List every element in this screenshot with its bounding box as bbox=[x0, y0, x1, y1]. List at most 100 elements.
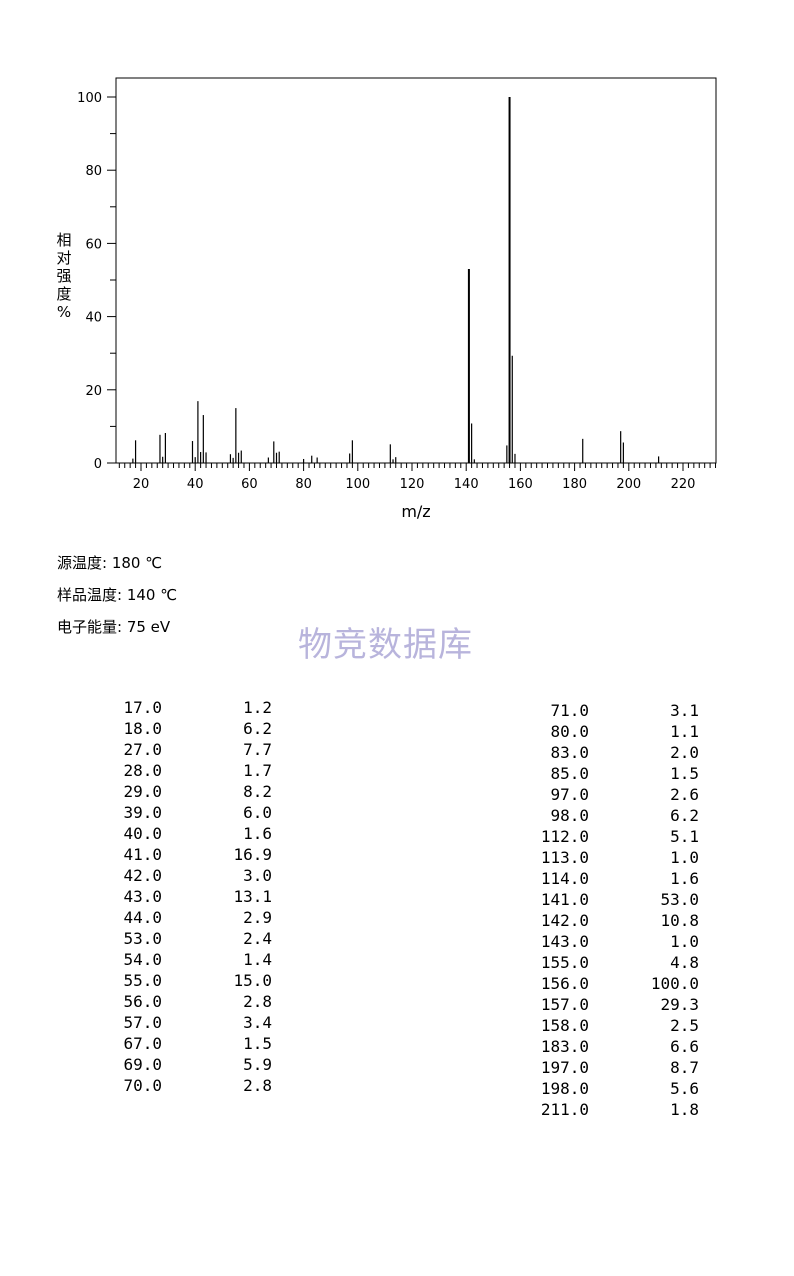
peak-mz-value: 70.0 bbox=[123, 1076, 162, 1095]
peak-table-row: 55.0 15.0 bbox=[100, 970, 272, 991]
peak-mz-value: 83.0 bbox=[550, 743, 589, 762]
peak-intensity-value: 1.0 bbox=[670, 932, 699, 951]
peak-table-row: 17.0 1.2 bbox=[100, 697, 272, 718]
peak-table-row: 157.0 29.3 bbox=[520, 994, 699, 1015]
peak-table-row: 53.0 2.4 bbox=[100, 928, 272, 949]
y-tick-label: 100 bbox=[77, 91, 102, 106]
peak-intensity-value: 3.1 bbox=[670, 701, 699, 720]
peak-intensity-value: 1.5 bbox=[243, 1034, 272, 1053]
peak-intensity-value: 6.0 bbox=[243, 803, 272, 822]
peak-mz-value: 85.0 bbox=[550, 764, 589, 783]
x-axis: 20 40 60 80 100 120 140 160 180 200 220 bbox=[118, 463, 717, 492]
peak-intensity-value: 2.5 bbox=[670, 1016, 699, 1035]
x-tick-label: 160 bbox=[508, 477, 533, 492]
peak-table-row: 28.0 1.7 bbox=[100, 760, 272, 781]
peak-mz-value: 113.0 bbox=[540, 848, 589, 867]
x-tick-label: 140 bbox=[454, 477, 479, 492]
peak-intensity-value: 13.1 bbox=[233, 887, 272, 906]
y-tick-label: 60 bbox=[85, 237, 102, 252]
peak-table-row: 56.0 2.8 bbox=[100, 991, 272, 1012]
peak-table-row: 198.0 5.6 bbox=[520, 1078, 699, 1099]
x-tick-label: 180 bbox=[562, 477, 587, 492]
peak-mz-value: 142.0 bbox=[540, 911, 589, 930]
x-axis-label: m/z bbox=[401, 502, 430, 521]
peak-intensity-value: 1.5 bbox=[670, 764, 699, 783]
peak-mz-value: 211.0 bbox=[540, 1100, 589, 1119]
peak-mz-value: 71.0 bbox=[550, 701, 589, 720]
peak-table-row: 114.0 1.6 bbox=[520, 868, 699, 889]
peak-intensity-value: 8.2 bbox=[243, 782, 272, 801]
peak-mz-value: 155.0 bbox=[540, 953, 589, 972]
peak-table-row: 155.0 4.8 bbox=[520, 952, 699, 973]
peak-table-row: 69.0 5.9 bbox=[100, 1054, 272, 1075]
x-tick-label: 200 bbox=[616, 477, 641, 492]
peak-intensity-value: 1.1 bbox=[670, 722, 699, 741]
peak-table-row: 142.0 10.8 bbox=[520, 910, 699, 931]
peak-intensity-value: 5.6 bbox=[670, 1079, 699, 1098]
peak-intensity-value: 5.9 bbox=[243, 1055, 272, 1074]
peak-intensity-value: 1.8 bbox=[670, 1100, 699, 1119]
y-axis-label: 相对强度% bbox=[56, 231, 71, 321]
peak-table-row: 83.0 2.0 bbox=[520, 742, 699, 763]
peak-mz-value: 29.0 bbox=[123, 782, 162, 801]
y-tick-label: 0 bbox=[94, 457, 102, 472]
source-temperature: 源温度: 180 ℃ bbox=[57, 554, 163, 572]
peak-intensity-value: 5.1 bbox=[670, 827, 699, 846]
x-tick-label: 40 bbox=[187, 477, 204, 492]
peak-mz-value: 156.0 bbox=[540, 974, 589, 993]
plot-frame bbox=[115, 77, 717, 464]
peak-table-row: 29.0 8.2 bbox=[100, 781, 272, 802]
peak-mz-value: 197.0 bbox=[540, 1058, 589, 1077]
peak-intensity-value: 6.2 bbox=[670, 806, 699, 825]
peak-mz-value: 98.0 bbox=[550, 806, 589, 825]
peak-mz-value: 198.0 bbox=[540, 1079, 589, 1098]
peak-mz-value: 57.0 bbox=[123, 1013, 162, 1032]
peak-intensity-value: 10.8 bbox=[660, 911, 699, 930]
peak-intensity-value: 1.4 bbox=[243, 950, 272, 969]
peak-table-row: 67.0 1.5 bbox=[100, 1033, 272, 1054]
peak-table-row: 70.0 2.8 bbox=[100, 1075, 272, 1096]
peak-table-row: 42.0 3.0 bbox=[100, 865, 272, 886]
peak-mz-value: 39.0 bbox=[123, 803, 162, 822]
peak-intensity-value: 16.9 bbox=[233, 845, 272, 864]
x-tick-label: 100 bbox=[345, 477, 370, 492]
peak-mz-value: 80.0 bbox=[550, 722, 589, 741]
peak-table-row: 183.0 6.6 bbox=[520, 1036, 699, 1057]
peak-table-row: 41.0 16.9 bbox=[100, 844, 272, 865]
peak-table-row: 39.0 6.0 bbox=[100, 802, 272, 823]
peak-intensity-value: 15.0 bbox=[233, 971, 272, 990]
peak-table-left: 17.0 1.2 18.0 6.2 27.0 7.7 28.0 1.7 29.0 8.2 39.0 6… bbox=[100, 697, 272, 1096]
peak-table-row: 27.0 7.7 bbox=[100, 739, 272, 760]
peak-intensity-value: 53.0 bbox=[660, 890, 699, 909]
peak-table-row: 113.0 1.0 bbox=[520, 847, 699, 868]
peak-intensity-value: 2.8 bbox=[243, 1076, 272, 1095]
electron-energy: 电子能量: 75 eV bbox=[57, 618, 171, 636]
peak-intensity-value: 1.0 bbox=[670, 848, 699, 867]
peak-table-row: 98.0 6.2 bbox=[520, 805, 699, 826]
peak-intensity-value: 2.6 bbox=[670, 785, 699, 804]
peak-mz-value: 97.0 bbox=[550, 785, 589, 804]
x-tick-label: 20 bbox=[133, 477, 150, 492]
x-tick-label: 120 bbox=[400, 477, 425, 492]
peak-table-row: 40.0 1.6 bbox=[100, 823, 272, 844]
y-tick-label: 40 bbox=[85, 311, 102, 326]
peak-intensity-value: 3.0 bbox=[243, 866, 272, 885]
peak-mz-value: 54.0 bbox=[123, 950, 162, 969]
peak-intensity-value: 2.8 bbox=[243, 992, 272, 1011]
peak-table-row: 18.0 6.2 bbox=[100, 718, 272, 739]
peak-mz-value: 55.0 bbox=[123, 971, 162, 990]
peak-intensity-value: 1.7 bbox=[243, 761, 272, 780]
spectrum-bars bbox=[132, 97, 660, 463]
peak-table-row: 143.0 1.0 bbox=[520, 931, 699, 952]
peak-table-row: 43.0 13.1 bbox=[100, 886, 272, 907]
y-tick-label: 20 bbox=[85, 384, 102, 399]
peak-intensity-value: 2.4 bbox=[243, 929, 272, 948]
peak-table-row: 97.0 2.6 bbox=[520, 784, 699, 805]
peak-intensity-value: 6.2 bbox=[243, 719, 272, 738]
peak-table-row: 44.0 2.9 bbox=[100, 907, 272, 928]
peak-table-row: 85.0 1.5 bbox=[520, 763, 699, 784]
peak-mz-value: 42.0 bbox=[123, 866, 162, 885]
peak-mz-value: 18.0 bbox=[123, 719, 162, 738]
peak-intensity-value: 2.9 bbox=[243, 908, 272, 927]
peak-mz-value: 41.0 bbox=[123, 845, 162, 864]
